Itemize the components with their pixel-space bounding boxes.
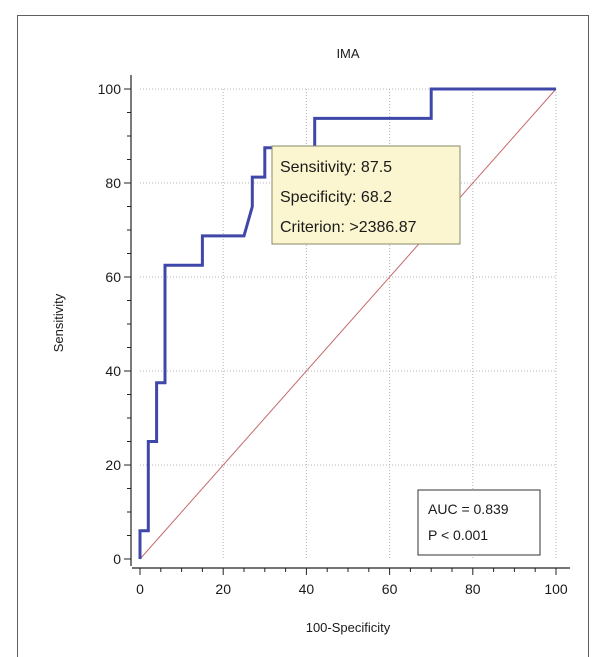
stats-box: AUC = 0.839 P < 0.001 <box>417 489 541 556</box>
y-axis-label: Sensitivity <box>51 293 66 352</box>
axes <box>124 75 570 575</box>
roc-curve-0 <box>138 87 556 559</box>
stats-p-value: P < 0.001 <box>428 527 488 543</box>
x-tick-label-1: 20 <box>215 581 231 597</box>
x-tick-label-0: 0 <box>136 581 144 597</box>
x-tick-label-3: 60 <box>382 581 398 597</box>
x-tick-label-2: 40 <box>299 581 315 597</box>
y-tick-label-0: 0 <box>113 551 121 567</box>
stats-auc: AUC = 0.839 <box>428 501 509 517</box>
y-tick-label-2: 40 <box>105 363 121 379</box>
reference-line <box>139 88 557 560</box>
stats-box-frame <box>417 489 541 556</box>
y-tick-label-1: 20 <box>105 457 121 473</box>
y-tick-label-3: 60 <box>105 269 121 285</box>
tooltip-sensitivity: Sensitivity: 87.5 <box>280 159 392 176</box>
tick-labels: 0 20 40 60 80 100 0 20 40 60 80 100 <box>98 81 568 597</box>
tooltip-box <box>271 145 461 245</box>
y-tick-label-4: 80 <box>105 175 121 191</box>
x-tick-label-5: 100 <box>544 581 568 597</box>
chart-title: IMA <box>336 46 359 61</box>
tooltip-criterion: Criterion: >2386.87 <box>280 219 417 236</box>
series-layer <box>138 87 557 560</box>
x-axis-label: 100-Specificity <box>306 620 391 635</box>
y-tick-label-5: 100 <box>98 81 122 97</box>
tooltip: Sensitivity: 87.5 Specificity: 68.2 Crit… <box>271 145 461 245</box>
tooltip-specificity: Specificity: 68.2 <box>280 189 392 206</box>
x-tick-label-4: 80 <box>465 581 481 597</box>
